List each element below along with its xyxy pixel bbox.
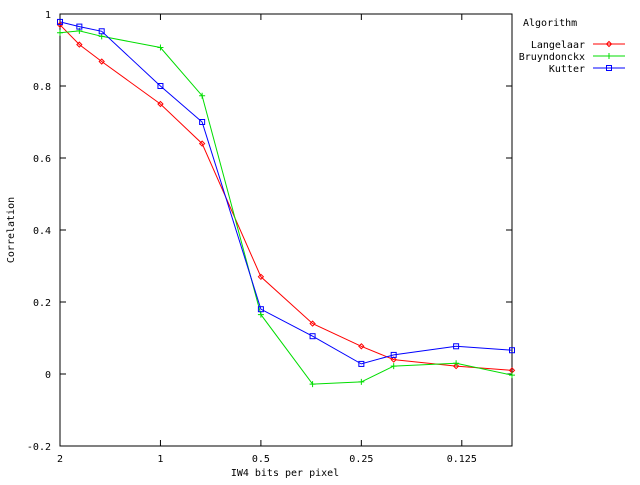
y-tick-label: 0.2 (33, 298, 51, 309)
data-point-marker (390, 363, 397, 370)
data-point-marker (98, 33, 105, 40)
data-point-marker (76, 23, 83, 30)
x-tick-label: 0.125 (447, 454, 477, 465)
data-point-marker (453, 343, 460, 350)
data-point-marker (157, 100, 164, 108)
y-tick-label: 0 (45, 370, 51, 381)
y-axis: 1 0.8 0.6 0.4 0.2 0 -0.2 (27, 10, 512, 453)
data-point-marker (157, 44, 164, 51)
data-point-marker (605, 40, 613, 48)
y-tick-label: 1 (45, 10, 51, 21)
series-lines (59, 21, 513, 385)
data-point-marker (309, 381, 316, 388)
data-point-marker (199, 119, 206, 125)
y-tick-label: 0.4 (33, 226, 51, 237)
data-point-marker (358, 360, 365, 367)
data-point-marker (257, 306, 264, 313)
y-tick-label: 0.6 (33, 154, 51, 165)
data-point-marker (452, 362, 460, 370)
data-point-marker (358, 378, 365, 385)
x-axis: 2 1 0.5 0.25 0.125 (57, 14, 477, 465)
x-tick-label: 2 (57, 454, 63, 465)
series-line-bruyndonckx (59, 30, 513, 385)
data-point-marker (57, 18, 63, 25)
data-point-marker (98, 58, 105, 65)
data-point-marker (453, 360, 460, 367)
data-point-marker (57, 29, 63, 36)
y-axis-label: Correlation (6, 197, 17, 263)
x-tick-label: 0.25 (349, 454, 373, 465)
y-tick-label: 0.8 (33, 82, 51, 93)
data-point-marker (257, 311, 264, 318)
data-point-marker (98, 28, 105, 35)
x-axis-label: IW4 bits per pixel (231, 468, 339, 479)
legend-label: Kutter (549, 64, 585, 75)
x-tick-label: 0.5 (252, 454, 270, 465)
data-point-marker (390, 351, 397, 358)
data-point-marker (199, 92, 206, 99)
series-line-kutter (59, 21, 513, 365)
data-point-marker (390, 356, 397, 363)
data-point-marker (309, 333, 316, 340)
series-line-langelaar (59, 24, 513, 371)
data-point-marker (509, 347, 515, 354)
data-point-marker (198, 140, 206, 147)
data-point-marker (606, 53, 612, 59)
data-point-marker (509, 372, 515, 379)
legend-title: Algorithm (523, 18, 577, 29)
data-point-marker (76, 41, 83, 48)
legend-label: Langelaar (531, 40, 585, 51)
data-point-marker (309, 320, 316, 327)
data-point-marker (257, 273, 265, 281)
data-point-marker (606, 65, 612, 71)
data-point-marker (358, 343, 365, 350)
y-tick-label: -0.2 (27, 442, 51, 453)
plot-frame (59, 13, 513, 447)
data-point-marker (157, 83, 164, 89)
x-tick-label: 1 (157, 454, 163, 465)
legend-label: Bruyndonckx (519, 52, 585, 63)
series-markers (56, 18, 516, 388)
